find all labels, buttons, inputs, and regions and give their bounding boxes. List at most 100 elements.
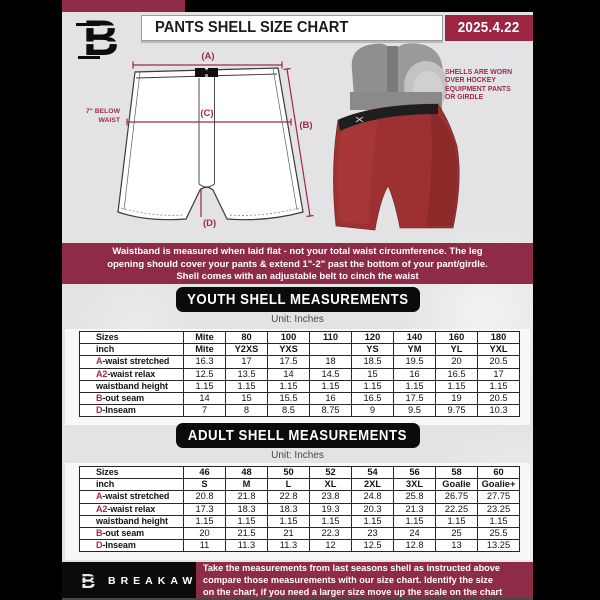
date-badge: 2025.4.22 bbox=[445, 15, 533, 41]
notice-line1: Waistband is measured when laid flat - n… bbox=[112, 246, 483, 257]
table-row: Sizes Mite 80 100 110 120 140 160 180 bbox=[79, 330, 520, 345]
table-row: waistband height 1.15 1.15 1.15 1.15 1.15 1.15… bbox=[79, 514, 520, 528]
row-label: B-out seam bbox=[79, 391, 184, 406]
table-cell: 1.15 bbox=[393, 514, 436, 528]
measure-label-d: (D) bbox=[203, 218, 216, 229]
footer-note: Take the measurements from last seasons … bbox=[196, 562, 533, 598]
adult-unit-label: Unit: Inches bbox=[271, 450, 324, 461]
row-label: A2-waist relax bbox=[79, 367, 184, 381]
table-cell: 22.8 bbox=[267, 490, 310, 504]
table-cell: 2XL bbox=[351, 478, 394, 492]
table-cell: 48 bbox=[225, 465, 268, 480]
table-cell: 20.5 bbox=[477, 355, 520, 369]
hem-stitching bbox=[120, 207, 300, 216]
row-label: inch bbox=[79, 343, 184, 357]
page-title: PANTS SHELL SIZE CHART bbox=[141, 15, 443, 41]
breakaway-b-logo-small: B bbox=[76, 571, 97, 593]
red-shell-shorts bbox=[333, 103, 460, 231]
footer-note-line3: on the chart, if you need a larger size … bbox=[203, 586, 503, 597]
table-cell: 1.15 bbox=[225, 379, 268, 393]
table-cell: 15 bbox=[351, 367, 394, 381]
measure-line-b bbox=[283, 67, 314, 218]
footer-note-line1: Take the measurements from last seasons … bbox=[203, 563, 501, 573]
table-cell: 110 bbox=[309, 330, 352, 345]
table-cell: 25.5 bbox=[477, 526, 520, 541]
table-cell: 15.5 bbox=[267, 391, 310, 406]
table-cell: Mite bbox=[183, 343, 226, 357]
table-row: A-waist stretched 16.3 17 17.5 18 18.5 19.5 20 2… bbox=[79, 355, 520, 369]
table-row: inch S M L XL 2XL 3XL Goalie Goalie+ bbox=[79, 478, 520, 492]
table-cell: 25 bbox=[435, 526, 478, 541]
photo-caption-line: EQUIPMENT PANTS bbox=[445, 85, 511, 93]
belt-buckle bbox=[195, 68, 218, 77]
table-cell: XL bbox=[309, 478, 352, 492]
photo-caption-line: OR GIRDLE bbox=[445, 94, 484, 102]
table-cell: 1.15 bbox=[183, 379, 226, 393]
page-title-text: PANTS SHELL SIZE CHART bbox=[155, 19, 349, 36]
measure-line-c bbox=[126, 118, 292, 126]
table-cell: Y2XS bbox=[225, 343, 268, 357]
chart-page: B PANTS SHELL SIZE CHART 2025.4.22 (A) bbox=[62, 0, 533, 600]
table-cell: 22.3 bbox=[309, 526, 352, 541]
table-cell: 20.5 bbox=[477, 391, 520, 406]
measure-label-c: (C) bbox=[200, 108, 213, 119]
table-cell: 18.3 bbox=[225, 502, 268, 516]
table-row: A2-waist relax 17.3 18.3 18.3 19.3 20.3 21.3 22… bbox=[79, 502, 520, 516]
table-cell: 60 bbox=[477, 465, 520, 480]
table-cell: 18.3 bbox=[267, 502, 310, 516]
table-cell: Goalie+ bbox=[477, 478, 520, 492]
fly-seam bbox=[198, 77, 215, 188]
waist-note-line1: 7" BELOW bbox=[85, 108, 120, 115]
table-cell: 13.5 bbox=[225, 367, 268, 381]
table-row: waistband height 1.15 1.15 1.15 1.15 1.15 1.15… bbox=[79, 379, 520, 393]
youth-measurements-table: Sizes Mite 80 100 110 120 140 160 180 inch Mite Y2X… bbox=[79, 330, 520, 418]
footer-bar: B BREAKAWAY Take the measurements from l… bbox=[62, 562, 533, 600]
shell-photo bbox=[333, 43, 460, 231]
footer-brand: B BREAKAWAY bbox=[76, 569, 220, 593]
measure-line-a bbox=[132, 61, 283, 69]
table-cell: YXL bbox=[477, 343, 520, 357]
table-cell: 50 bbox=[267, 465, 310, 480]
notice-banner: Waistband is measured when laid flat - n… bbox=[62, 243, 533, 284]
table-cell: 17 bbox=[477, 367, 520, 381]
table-cell: 46 bbox=[183, 465, 226, 480]
table-cell: 9.75 bbox=[435, 404, 478, 418]
table-cell: 11.3 bbox=[267, 539, 310, 553]
row-label: A-waist stretched bbox=[79, 490, 184, 504]
row-label: B-out seam bbox=[79, 526, 184, 541]
table-cell: 54 bbox=[351, 465, 394, 480]
waist-note-line2: WAIST bbox=[98, 116, 120, 124]
date-text: 2025.4.22 bbox=[458, 20, 520, 36]
photo-caption: SHELLS ARE WORN OVER HOCKEY EQUIPMENT PA… bbox=[445, 69, 515, 103]
table-cell: 15 bbox=[225, 391, 268, 406]
table-cell: 140 bbox=[393, 330, 436, 345]
table-cell: 19.3 bbox=[309, 502, 352, 516]
row-label: waistband height bbox=[79, 514, 184, 528]
table-cell: 1.15 bbox=[225, 514, 268, 528]
table-cell: 80 bbox=[225, 330, 268, 345]
table-cell: Goalie bbox=[435, 478, 478, 492]
table-cell: 1.15 bbox=[393, 379, 436, 393]
table-cell: 9.5 bbox=[393, 404, 436, 418]
table-cell: 23.8 bbox=[309, 490, 352, 504]
table-cell: 16 bbox=[309, 391, 352, 406]
table-cell: 8.75 bbox=[309, 404, 352, 418]
table-cell: 27.75 bbox=[477, 490, 520, 504]
table-row: A-waist stretched 20.8 21.8 22.8 23.8 24.8 25.… bbox=[79, 490, 520, 504]
svg-text:B: B bbox=[81, 571, 95, 593]
photo-caption-line: SHELLS ARE WORN bbox=[445, 69, 513, 76]
table-cell: 24.8 bbox=[351, 490, 394, 504]
top-strip bbox=[62, 0, 533, 12]
table-row: B-out seam 14 15 15.5 16 16.5 17.5 19 20.5 bbox=[79, 391, 520, 406]
footer-bottom-line bbox=[62, 598, 533, 600]
footer-note-line2: compare those measurements with our size… bbox=[203, 574, 493, 585]
table-cell: 10.3 bbox=[477, 404, 520, 418]
waistband-seam bbox=[135, 73, 278, 79]
row-label: waistband height bbox=[79, 379, 184, 393]
youth-heading-text: YOUTH SHELL MEASUREMENTS bbox=[186, 291, 409, 308]
hockey-girdle-pads bbox=[350, 43, 448, 111]
adult-heading-text: ADULT SHELL MEASUREMENTS bbox=[188, 427, 408, 444]
table-cell: 58 bbox=[435, 465, 478, 480]
table-cell: 1.15 bbox=[477, 514, 520, 528]
